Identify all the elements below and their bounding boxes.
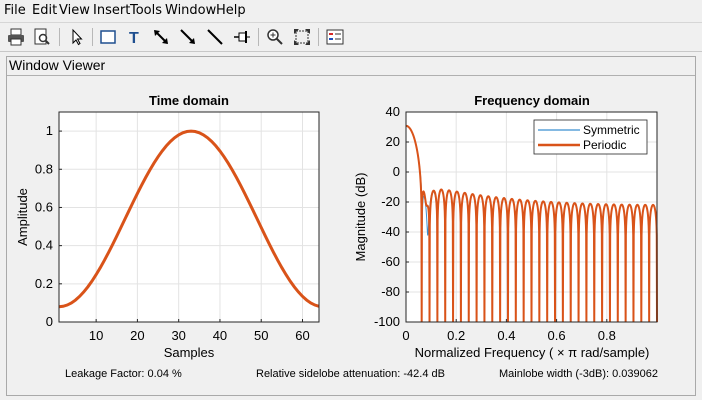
time-xtick-label: 40 bbox=[213, 328, 227, 343]
freq-ytick-label: -100 bbox=[374, 314, 400, 329]
pin-icon[interactable] bbox=[231, 26, 253, 48]
time-axes-box bbox=[58, 111, 320, 323]
legend[interactable]: Symmetric Periodic bbox=[533, 119, 648, 155]
menu-insert[interactable]: Insert bbox=[93, 3, 131, 18]
freq-xtick-label: 0.6 bbox=[548, 328, 566, 343]
print-icon[interactable] bbox=[5, 26, 27, 48]
line-icon[interactable] bbox=[204, 26, 226, 48]
legend-icon[interactable] bbox=[324, 26, 346, 48]
panel-title: Window Viewer bbox=[9, 57, 106, 73]
toolbar-separator bbox=[92, 28, 93, 46]
mainlobe-width-text: Mainlobe width (-3dB): 0.039062 bbox=[499, 368, 658, 380]
freq-axes-box bbox=[405, 111, 658, 323]
time-ytick-label: 0.4 bbox=[35, 238, 53, 253]
menu-window[interactable]: Window bbox=[165, 3, 217, 18]
time-ytick-label: 0.2 bbox=[35, 276, 53, 291]
menu-help[interactable]: Help bbox=[216, 3, 246, 18]
time-xtick-label: 10 bbox=[89, 328, 103, 343]
double-arrow-icon[interactable] bbox=[150, 26, 172, 48]
freq-ytick-label: -20 bbox=[381, 194, 400, 209]
freq-xtick-label: 0.2 bbox=[447, 328, 465, 343]
toolbar: T bbox=[0, 22, 702, 52]
freq-domain-xlabel: Normalized Frequency ( × π rad/sample) bbox=[415, 345, 650, 360]
time-ytick-label: 0.8 bbox=[35, 161, 53, 176]
time-domain-ylabel: Amplitude bbox=[15, 188, 30, 246]
frequency-domain-axes[interactable]: 0 0.2 0.4 0.6 0.8 -100 -80 -60 -40 -20 0 20 40 Frequ… bbox=[353, 93, 658, 360]
print-preview-icon[interactable] bbox=[31, 26, 53, 48]
legend-periodic-label: Periodic bbox=[583, 138, 626, 152]
time-ytick-label: 0.6 bbox=[35, 199, 53, 214]
select-arrow-icon[interactable] bbox=[66, 26, 88, 48]
freq-ytick-label: -40 bbox=[381, 224, 400, 239]
panel-divider bbox=[7, 75, 695, 76]
time-xtick-label: 20 bbox=[130, 328, 144, 343]
menu-bar: File Edit View Insert Tools Window Help bbox=[0, 0, 702, 22]
toolbar-separator bbox=[318, 28, 319, 46]
freq-ytick-label: -60 bbox=[381, 254, 400, 269]
time-ytick-label: 1 bbox=[46, 123, 53, 138]
time-xtick-label: 30 bbox=[171, 328, 185, 343]
time-axes-background bbox=[59, 112, 319, 322]
freq-domain-title: Frequency domain bbox=[474, 93, 590, 108]
toolbar-separator bbox=[59, 28, 60, 46]
time-domain-axes[interactable]: 10 20 30 40 50 60 0 0.2 0.4 0.6 0.8 1 Time domain S… bbox=[15, 93, 320, 360]
zoom-in-icon[interactable] bbox=[264, 26, 286, 48]
svg-text:T: T bbox=[129, 30, 139, 46]
time-domain-xlabel: Samples bbox=[164, 345, 215, 360]
time-xtick-label: 60 bbox=[295, 328, 309, 343]
fit-icon[interactable] bbox=[291, 26, 313, 48]
freq-ytick-label: 20 bbox=[386, 134, 400, 149]
menu-edit[interactable]: Edit bbox=[32, 3, 58, 18]
text-icon[interactable]: T bbox=[124, 26, 146, 48]
freq-ytick-label: -80 bbox=[381, 284, 400, 299]
time-ytick-label: 0 bbox=[46, 314, 53, 329]
time-xtick-label: 50 bbox=[254, 328, 268, 343]
freq-xtick-label: 0.4 bbox=[497, 328, 515, 343]
toolbar-separator bbox=[258, 28, 259, 46]
leakage-factor-text: Leakage Factor: 0.04 % bbox=[65, 368, 182, 380]
legend-symmetric-label: Symmetric bbox=[583, 123, 640, 137]
time-domain-title: Time domain bbox=[149, 93, 229, 108]
menu-file[interactable]: File bbox=[4, 3, 26, 18]
sidelobe-attenuation-text: Relative sidelobe attenuation: -42.4 dB bbox=[256, 368, 445, 380]
freq-ytick-label: 40 bbox=[386, 104, 400, 119]
legend-box bbox=[533, 119, 648, 155]
freq-domain-ylabel: Magnitude (dB) bbox=[353, 173, 368, 262]
menu-view[interactable]: View bbox=[59, 3, 90, 18]
rectangle-icon[interactable] bbox=[97, 26, 119, 48]
freq-xtick-label: 0.8 bbox=[598, 328, 616, 343]
freq-xtick-label: 0 bbox=[402, 328, 409, 343]
freq-ytick-label: 0 bbox=[393, 164, 400, 179]
time-domain-periodic-line bbox=[58, 129, 320, 309]
arrow-icon[interactable] bbox=[177, 26, 199, 48]
menu-tools[interactable]: Tools bbox=[130, 3, 163, 18]
